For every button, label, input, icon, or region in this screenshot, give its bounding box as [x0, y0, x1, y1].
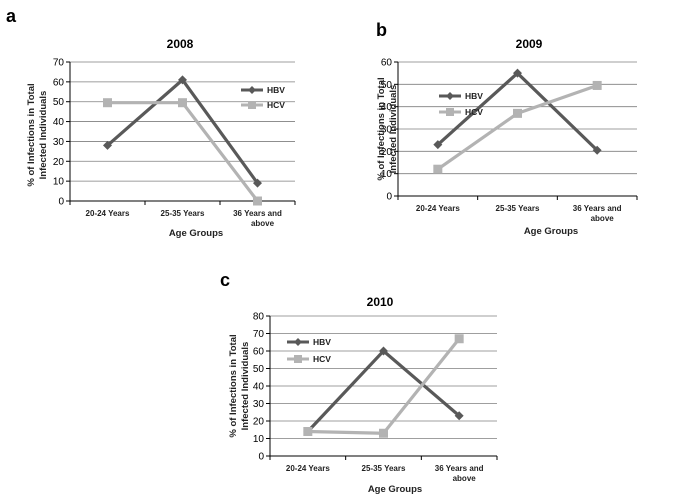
- y-tick-label-c-50: 50: [253, 364, 265, 375]
- x-tick-label-line-b-2-1: above: [591, 214, 615, 223]
- y-tick-label-c-40: 40: [253, 382, 265, 393]
- panel-letter-a: a: [6, 6, 17, 26]
- data-point-a-hcv-1: [178, 98, 187, 108]
- data-point-b-hbv-1: [513, 68, 522, 78]
- x-tick-label-a-1: 25-35 Years: [161, 209, 205, 218]
- data-point-a-hcv-2: [253, 196, 262, 206]
- panel-letter-b: b: [376, 20, 387, 40]
- legend-label-c-hbv: HBV: [313, 337, 331, 347]
- chart-title-c: 2010: [367, 295, 394, 309]
- y-tick-label-c-10: 10: [253, 434, 265, 445]
- y-axis-label-line2-a: Infected Individuals: [38, 91, 49, 180]
- data-point-b-hbv-2: [592, 145, 602, 155]
- data-point-a-hcv-0: [103, 98, 112, 108]
- y-axis-label-line1-a: % of Infections in Total: [26, 83, 37, 186]
- legend-marker-c-hbv: [294, 338, 302, 346]
- y-tick-label-a-20: 20: [53, 157, 65, 168]
- x-tick-label-a-2: 36 Years and above: [233, 209, 282, 228]
- chart-title-b: 2009: [516, 37, 543, 51]
- chart-b: b 2009 0 10 20 30 40 50 60 20-24 Years 25-35 Years…: [376, 20, 638, 237]
- legend-label-a-hbv: HBV: [267, 85, 285, 95]
- data-point-c-hbv-2: [454, 411, 464, 421]
- legend-marker-a-hbv: [248, 86, 256, 94]
- data-point-b-hbv-0: [433, 140, 443, 150]
- x-tick-label-line-c-2-0: 36 Years and: [435, 464, 484, 473]
- chart-c: c 2010 0 10 20 30 40 50 60 70 80 20-24 Years 25-35 Y…: [220, 270, 498, 495]
- data-point-c-hbv-1: [379, 346, 388, 356]
- y-axis-label-line1-c: % of Infections in Total: [228, 334, 239, 437]
- x-tick-label-a-0: 20-24 Years: [86, 209, 130, 218]
- y-axis-label-c: % of Infections in TotalInfected Individ…: [228, 334, 251, 437]
- x-tick-label-c-0: 20-24 Years: [286, 464, 330, 473]
- y-axis-label-b: % of Infections in TotalInfected Individ…: [376, 77, 399, 180]
- legend-label-b-hcv: HCV: [465, 107, 483, 117]
- y-tick-label-b-50: 50: [381, 80, 393, 91]
- y-tick-label-c-30: 30: [253, 399, 265, 410]
- y-tick-label-b-60: 60: [381, 58, 393, 69]
- x-tick-label-b-2: 36 Years and above: [573, 204, 622, 223]
- y-tick-label-a-50: 50: [53, 97, 65, 108]
- x-axis-label-b: Age Groups: [524, 226, 578, 237]
- data-point-c-hcv-1: [379, 428, 388, 438]
- y-tick-label-a-60: 60: [53, 77, 65, 88]
- data-point-c-hcv-0: [303, 427, 313, 436]
- y-tick-label-a-40: 40: [53, 117, 65, 128]
- chart-a: a 2008 0 10 20 30 40 50 60 70 20-24 Years 25-35 Yea…: [6, 6, 296, 239]
- y-tick-label-c-20: 20: [253, 417, 265, 428]
- y-tick-label-a-0: 0: [58, 197, 64, 208]
- y-tick-label-c-60: 60: [253, 347, 265, 358]
- legend-label-b-hbv: HBV: [465, 91, 483, 101]
- legend-label-c-hcv: HCV: [313, 354, 331, 364]
- x-tick-label-line-c-2-1: above: [453, 474, 477, 483]
- x-tick-label-line-b-2-0: 36 Years and: [573, 204, 622, 213]
- data-point-a-hbv-0: [103, 140, 112, 150]
- y-tick-label-a-70: 70: [53, 58, 65, 69]
- panel-letter-c: c: [220, 270, 230, 290]
- y-tick-label-b-20: 20: [381, 147, 393, 158]
- y-tick-label-a-10: 10: [53, 177, 65, 188]
- chart-title-a: 2008: [167, 37, 194, 51]
- data-point-a-hbv-2: [253, 178, 262, 188]
- x-tick-label-b-1: 25-35 Years: [496, 204, 540, 213]
- x-tick-label-line-a-2-1: above: [251, 219, 275, 228]
- data-point-b-hcv-1: [513, 108, 522, 118]
- x-axis-label-a: Age Groups: [169, 228, 223, 239]
- y-axis-label-line2-c: Infected Individuals: [240, 342, 251, 431]
- series-line-a-hbv: [106, 78, 259, 185]
- legend-marker-a-hcv: [248, 101, 256, 109]
- x-tick-label-b-0: 20-24 Years: [416, 204, 460, 213]
- y-axis-label-a: % of Infections in TotalInfected Individ…: [26, 83, 49, 186]
- y-tick-label-b-0: 0: [386, 192, 392, 203]
- y-tick-label-c-80: 80: [253, 312, 265, 323]
- y-tick-label-c-0: 0: [258, 452, 264, 463]
- data-point-c-hcv-2: [454, 334, 464, 344]
- y-tick-label-b-10: 10: [381, 169, 393, 180]
- legend-marker-b-hbv: [446, 92, 454, 100]
- y-tick-label-b-40: 40: [381, 102, 393, 113]
- y-axis-label-line1-b: % of Infections in Total: [376, 77, 387, 180]
- x-tick-label-c-1: 25-35 Years: [362, 464, 406, 473]
- legend-marker-b-hcv: [446, 108, 454, 116]
- x-tick-label-c-2: 36 Years and above: [435, 464, 484, 483]
- x-tick-label-line-a-2-0: 36 Years and: [233, 209, 282, 218]
- y-tick-label-b-30: 30: [381, 125, 393, 136]
- data-point-b-hcv-2: [592, 80, 602, 90]
- data-point-b-hcv-0: [433, 164, 443, 174]
- y-axis-label-line2-b: Infected Individuals: [388, 85, 399, 174]
- y-tick-label-c-70: 70: [253, 329, 265, 340]
- data-point-a-hbv-1: [178, 75, 187, 85]
- legend-label-a-hcv: HCV: [267, 100, 285, 110]
- x-axis-label-c: Age Groups: [368, 484, 422, 495]
- y-tick-label-a-30: 30: [53, 137, 65, 148]
- legend-marker-c-hcv: [294, 355, 302, 363]
